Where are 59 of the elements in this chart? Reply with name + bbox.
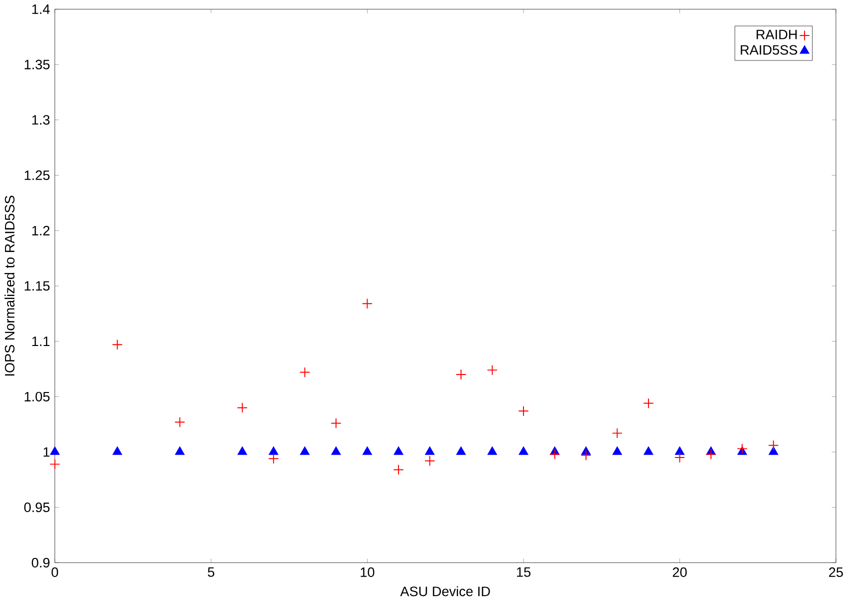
point (393, 464, 404, 476)
x-tick-label: 10 (360, 568, 374, 578)
point (456, 446, 466, 456)
point (549, 449, 560, 460)
y-axis-title: IOPS Normalized to RAID5SS (4, 196, 14, 376)
point (299, 367, 310, 378)
point (612, 428, 623, 439)
x-tick-label: 25 (829, 568, 843, 578)
point (518, 406, 529, 416)
y-tick-label: 1.1 (32, 336, 50, 346)
point (674, 452, 686, 463)
point (425, 446, 434, 456)
y-tick-label: 1.15 (24, 281, 50, 291)
y-tick-label: 1.05 (24, 392, 50, 402)
x-tick-label: 0 (52, 568, 58, 578)
point (518, 446, 528, 456)
point (238, 446, 247, 456)
point (362, 446, 372, 456)
point (580, 450, 592, 461)
point (643, 398, 654, 409)
point (300, 446, 310, 456)
point (331, 446, 341, 456)
point (486, 364, 498, 376)
point (706, 449, 716, 460)
point (644, 446, 654, 456)
y-tick-label: 1.2 (32, 226, 50, 236)
point (112, 339, 123, 350)
x-tick-label: 5 (208, 568, 214, 578)
x-tick-label: 15 (516, 568, 530, 578)
point (768, 446, 778, 456)
point (330, 418, 342, 429)
point (236, 402, 248, 414)
point (736, 443, 748, 454)
x-axis-title: ASU Device ID (400, 586, 490, 596)
point (488, 446, 497, 456)
x-tick-label: 20 (672, 568, 687, 578)
y-tick-label: 0.95 (24, 502, 50, 512)
point (50, 458, 60, 470)
point (456, 369, 466, 380)
y-tick-label: 1.25 (24, 170, 50, 180)
y-tick-label: 0.9 (32, 558, 50, 568)
y-tick-label: 1.4 (32, 4, 50, 14)
point (612, 446, 622, 456)
point (112, 446, 122, 456)
point (362, 298, 373, 310)
point (675, 446, 684, 456)
point (175, 446, 184, 456)
point (50, 446, 60, 456)
legend-label: RAIDH (756, 30, 797, 40)
point (768, 440, 779, 451)
y-tick-label: 1.35 (24, 60, 50, 70)
point (268, 446, 278, 456)
y-tick-label: 1.3 (32, 115, 50, 125)
point (424, 456, 436, 466)
legend-label: RAID5SS (740, 45, 798, 55)
y-tick-label: 1 (44, 447, 50, 457)
point (394, 446, 404, 456)
point (268, 453, 279, 464)
point (174, 416, 186, 428)
